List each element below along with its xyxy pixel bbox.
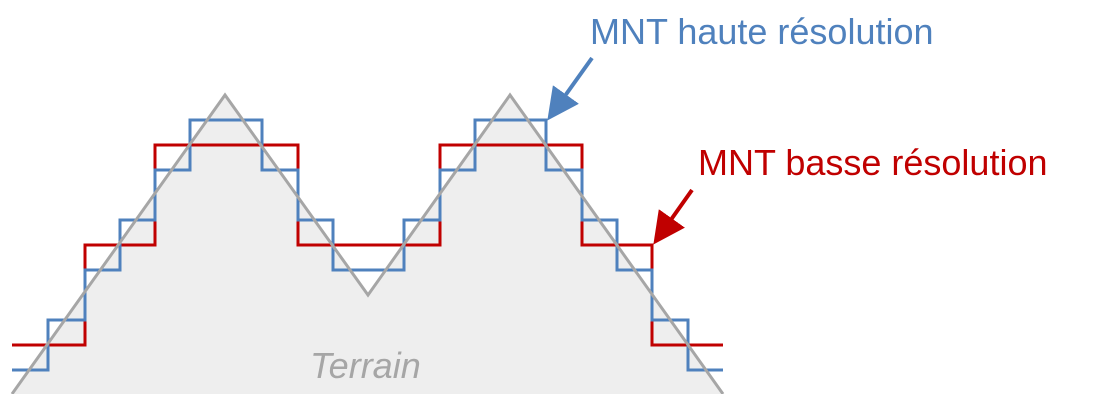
low-res-arrow	[653, 188, 694, 245]
low-res-dem-line	[12, 143, 723, 347]
terrain-profile-line	[10, 92, 725, 394]
terrain-label: Terrain	[310, 345, 421, 386]
low-res-label: MNT basse résolution	[698, 142, 1048, 183]
high-res-arrow	[547, 56, 594, 121]
high-res-label: MNT haute résolution	[590, 11, 934, 52]
